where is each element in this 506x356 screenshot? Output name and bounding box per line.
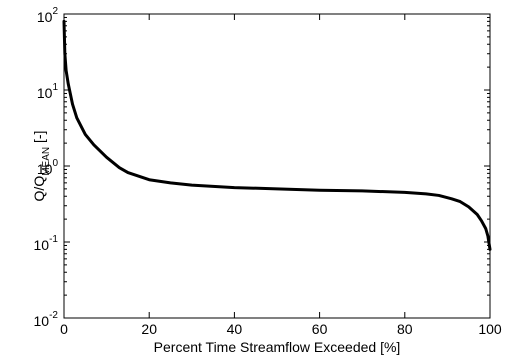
y-axis-label-unit: [-] <box>31 131 47 147</box>
x-tick-label: 100 <box>478 321 502 337</box>
y-axis-label: Q/QMEAN [-] <box>31 131 52 202</box>
y-tick-label: 10-1 <box>34 234 59 253</box>
y-tick-label: 100 <box>37 158 59 177</box>
x-axis-ticks: 0 20 40 60 80 100 <box>60 14 502 337</box>
y-tick-label: 102 <box>37 6 59 25</box>
x-tick-label: 60 <box>312 321 328 337</box>
series-line <box>62 19 492 251</box>
x-tick-label: 80 <box>397 321 413 337</box>
y-tick-label: 10-2 <box>34 310 59 329</box>
y-tick-label: 101 <box>37 82 59 101</box>
y-axis-label-subscript: MEAN <box>41 147 52 176</box>
x-tick-label: 0 <box>60 321 68 337</box>
x-tick-label: 40 <box>227 321 243 337</box>
x-tick-label: 20 <box>141 321 157 337</box>
y-axis-label-main: Q/Q <box>31 176 47 202</box>
y-axis-ticks: 102 101 100 10-1 10-2 <box>34 6 490 329</box>
x-axis-label: Percent Time Streamflow Exceeded [%] <box>154 339 401 355</box>
plot-area <box>63 13 491 319</box>
